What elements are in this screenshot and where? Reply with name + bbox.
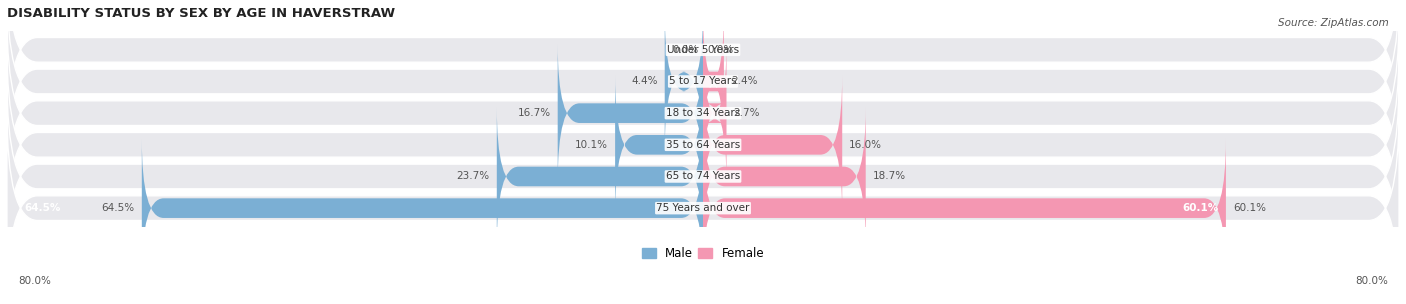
FancyBboxPatch shape xyxy=(7,0,1399,180)
FancyBboxPatch shape xyxy=(7,78,1399,275)
Text: Under 5 Years: Under 5 Years xyxy=(666,45,740,55)
FancyBboxPatch shape xyxy=(703,44,727,182)
Text: 18 to 34 Years: 18 to 34 Years xyxy=(666,108,740,118)
Text: 80.0%: 80.0% xyxy=(1355,276,1388,286)
Text: 4.4%: 4.4% xyxy=(631,77,658,87)
Text: 5 to 17 Years: 5 to 17 Years xyxy=(669,77,737,87)
Text: 0.0%: 0.0% xyxy=(707,45,734,55)
FancyBboxPatch shape xyxy=(703,75,842,214)
Text: 0.0%: 0.0% xyxy=(672,45,699,55)
FancyBboxPatch shape xyxy=(496,107,703,246)
FancyBboxPatch shape xyxy=(7,46,1399,243)
FancyBboxPatch shape xyxy=(702,12,724,151)
Text: 60.1%: 60.1% xyxy=(1233,203,1265,213)
Text: 75 Years and over: 75 Years and over xyxy=(657,203,749,213)
Text: 23.7%: 23.7% xyxy=(457,171,489,181)
Text: 65 to 74 Years: 65 to 74 Years xyxy=(666,171,740,181)
FancyBboxPatch shape xyxy=(7,15,1399,212)
Legend: Male, Female: Male, Female xyxy=(637,242,769,264)
Text: 64.5%: 64.5% xyxy=(101,203,135,213)
Text: 35 to 64 Years: 35 to 64 Years xyxy=(666,140,740,150)
FancyBboxPatch shape xyxy=(558,44,703,182)
FancyBboxPatch shape xyxy=(703,107,866,246)
FancyBboxPatch shape xyxy=(614,75,703,214)
Text: Source: ZipAtlas.com: Source: ZipAtlas.com xyxy=(1278,18,1389,28)
FancyBboxPatch shape xyxy=(703,139,1226,278)
FancyBboxPatch shape xyxy=(142,139,703,278)
Text: 2.4%: 2.4% xyxy=(731,77,758,87)
Text: 16.7%: 16.7% xyxy=(517,108,551,118)
Text: 16.0%: 16.0% xyxy=(849,140,882,150)
Text: 60.1%: 60.1% xyxy=(1182,203,1219,213)
FancyBboxPatch shape xyxy=(665,12,703,151)
FancyBboxPatch shape xyxy=(7,110,1399,304)
Text: 2.7%: 2.7% xyxy=(734,108,761,118)
Text: 18.7%: 18.7% xyxy=(873,171,905,181)
Text: 10.1%: 10.1% xyxy=(575,140,609,150)
Text: 64.5%: 64.5% xyxy=(24,203,60,213)
Text: DISABILITY STATUS BY SEX BY AGE IN HAVERSTRAW: DISABILITY STATUS BY SEX BY AGE IN HAVER… xyxy=(7,7,395,20)
Text: 80.0%: 80.0% xyxy=(18,276,51,286)
FancyBboxPatch shape xyxy=(7,0,1399,148)
